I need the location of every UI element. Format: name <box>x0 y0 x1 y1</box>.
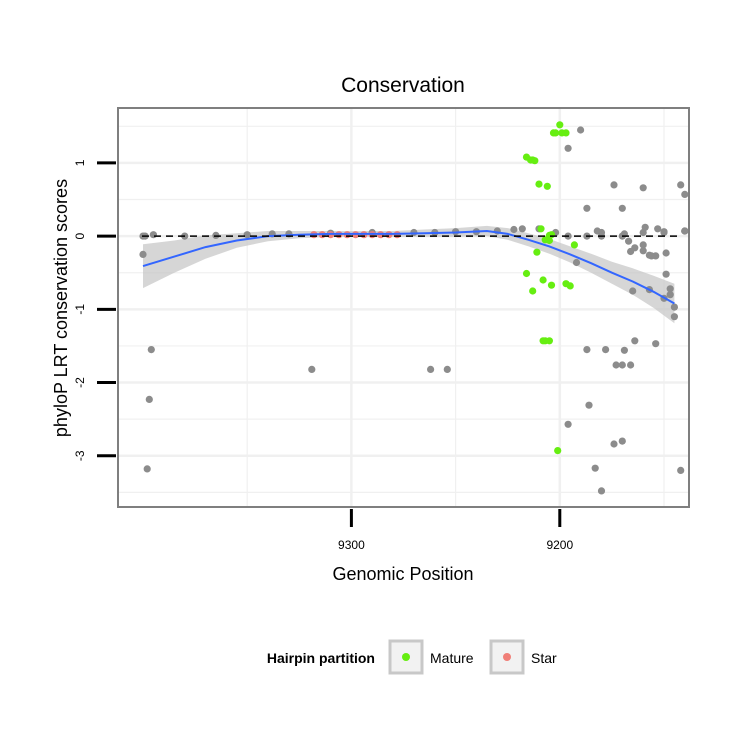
data-point-other <box>662 249 670 257</box>
data-point-other <box>660 228 668 236</box>
data-point-mature <box>554 447 562 455</box>
x-tick-label: 9300 <box>338 538 365 552</box>
data-point-other <box>585 401 593 409</box>
data-point-mature <box>545 236 554 245</box>
data-point-other <box>583 346 591 354</box>
data-point-other <box>681 190 689 198</box>
chart-title: Conservation <box>341 74 465 97</box>
data-point-other <box>572 258 581 267</box>
data-point-other <box>612 361 620 369</box>
data-point-other <box>627 361 635 369</box>
smooth-fit-line <box>142 229 675 305</box>
data-point-mature <box>531 157 539 165</box>
data-point-other <box>652 340 660 348</box>
data-point-other <box>641 223 649 231</box>
data-point-other <box>639 184 647 192</box>
data-point-other <box>427 365 435 373</box>
legend-dot-mature <box>402 653 410 661</box>
data-point-other <box>629 287 637 295</box>
data-point-mature <box>539 276 547 284</box>
data-point-mature <box>522 269 531 278</box>
data-point-other <box>618 204 626 212</box>
data-point-other <box>602 346 610 354</box>
y-tick-label: -1 <box>73 304 87 315</box>
legend-label-star: Star <box>531 650 557 666</box>
data-point-other <box>618 437 626 445</box>
y-tick-label: -3 <box>73 450 87 461</box>
y-axis-label: phyloP LRT conservation scores <box>51 179 71 437</box>
data-point-mature <box>566 282 574 290</box>
data-point-other <box>443 365 451 373</box>
legend-label-mature: Mature <box>430 650 474 666</box>
data-point-other <box>666 291 674 299</box>
data-point-mature <box>543 182 551 190</box>
data-point-other <box>681 227 689 235</box>
data-point-other <box>147 346 155 354</box>
data-point-mature <box>545 337 554 345</box>
plot-panel-border <box>117 107 690 508</box>
data-point-other <box>618 361 626 369</box>
data-point-other <box>593 227 601 235</box>
data-point-other <box>647 252 656 260</box>
data-point-other <box>591 464 599 472</box>
data-point-mature <box>547 281 556 289</box>
data-point-other <box>145 395 153 403</box>
data-point-mature <box>537 225 545 233</box>
data-point-other <box>677 466 685 474</box>
data-point-other <box>577 126 585 134</box>
plot-area: 1 0 -1 -2 -3 9300 9200 <box>73 107 690 552</box>
data-point-other <box>564 420 572 428</box>
y-tick-label: 0 <box>73 232 87 239</box>
data-point-mature <box>529 287 537 295</box>
data-point-other <box>510 225 518 234</box>
data-point-other <box>243 231 251 239</box>
data-point-other <box>625 237 633 245</box>
y-tick-label: 1 <box>73 159 87 166</box>
data-point-other <box>677 181 685 189</box>
data-point-other <box>627 247 635 256</box>
data-point-other <box>518 225 526 233</box>
data-point-other <box>631 337 639 345</box>
plot-panel <box>118 108 689 507</box>
y-tick-label: -2 <box>73 377 87 388</box>
data-point-mature <box>539 337 547 345</box>
data-point-other <box>610 440 618 448</box>
legend: Hairpin partition Mature Star <box>267 639 557 675</box>
data-point-other <box>308 365 316 373</box>
data-point-mature <box>570 241 579 249</box>
smooth-confidence-band <box>143 225 675 324</box>
legend-title: Hairpin partition <box>267 650 375 666</box>
x-tick-label: 9200 <box>546 538 573 552</box>
data-point-other <box>564 144 572 152</box>
data-point-mature <box>533 248 541 256</box>
data-point-other <box>597 487 606 495</box>
data-point-mature <box>552 129 560 137</box>
data-point-mature <box>535 180 543 188</box>
data-point-mature <box>545 231 554 239</box>
data-point-mature <box>562 129 570 137</box>
data-point-other <box>610 181 618 189</box>
x-axis-label: Genomic Position <box>332 564 473 584</box>
data-point-other <box>654 225 662 233</box>
data-point-other <box>666 285 674 293</box>
data-point-other <box>670 303 679 311</box>
data-point-other <box>620 346 629 354</box>
data-point-other <box>670 313 679 321</box>
data-point-other <box>639 247 647 255</box>
data-point-other <box>639 241 647 249</box>
data-point-other <box>143 465 151 473</box>
data-point-other <box>662 270 670 278</box>
legend-dot-star <box>503 653 511 661</box>
data-point-other <box>149 231 157 239</box>
data-point-mature <box>556 121 564 129</box>
data-point-other <box>139 250 147 258</box>
data-point-other <box>583 204 591 212</box>
